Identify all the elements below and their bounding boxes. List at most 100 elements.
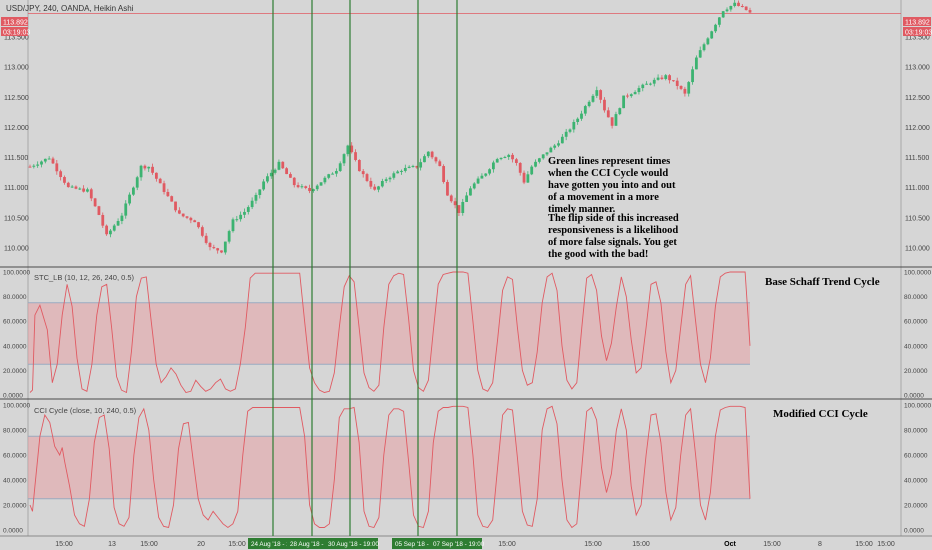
candle (545, 152, 549, 157)
candle (407, 165, 411, 169)
candle (691, 66, 694, 85)
candle (373, 184, 377, 191)
price-tick-right: 111.000 (905, 185, 929, 192)
candle (537, 157, 541, 164)
candle (518, 162, 522, 176)
cci-tick-left: 40.0000 (3, 478, 27, 485)
candle (55, 159, 59, 175)
candle (365, 172, 369, 183)
note-line-1: Green lines represent times (548, 156, 670, 167)
candle (591, 93, 595, 103)
price-tick-right: 112.000 (905, 125, 930, 132)
candle (740, 4, 744, 8)
stc-pane[interactable]: 100.0000 80.0000 60.0000 40.0000 20.0000 0.00… (3, 270, 931, 400)
symbol-title: USD/JPY, 240, OANDA, Heikin Ashi (6, 4, 134, 13)
candle (733, 0, 737, 8)
candle (599, 89, 603, 104)
candle (426, 151, 430, 158)
candle (672, 80, 675, 82)
candle (139, 164, 143, 181)
candle (262, 179, 266, 191)
time-tick: 15:00 (140, 541, 158, 548)
candle (380, 178, 384, 188)
candle (526, 171, 530, 183)
time-marker: 28 Aug '18 - 11 (287, 538, 339, 549)
svg-text:07 Sep '18 - 19:00: 07 Sep '18 - 19:00 (433, 541, 485, 548)
candle (323, 176, 327, 185)
candle (212, 244, 216, 250)
candle (70, 184, 74, 188)
cci-pane[interactable]: 100.0000 80.0000 60.0000 40.0000 20.0000 0.00… (3, 403, 931, 535)
candle (557, 140, 560, 148)
price-tick-right: 112.500 (905, 95, 930, 102)
candle (476, 176, 480, 184)
candle (78, 187, 82, 191)
candle (40, 160, 43, 168)
cci-tick-right: 40.0000 (904, 478, 928, 485)
candle (729, 5, 733, 12)
candle (423, 154, 426, 163)
candle (507, 153, 511, 160)
candle (315, 184, 319, 192)
candle (610, 117, 614, 129)
svg-text:30 Aug '18 - 19:00: 30 Aug '18 - 19:00 (328, 541, 379, 548)
price-tick-right: 110.000 (905, 245, 930, 252)
candle (101, 212, 105, 228)
candle (499, 157, 503, 161)
candle (189, 216, 193, 224)
candle (331, 172, 334, 175)
candle (197, 221, 200, 229)
candle (737, 0, 740, 7)
candle (361, 169, 365, 178)
candle (572, 119, 576, 133)
time-tick: 8 (818, 541, 822, 548)
price-tick-right: 111.500 (905, 155, 929, 162)
candle (419, 158, 423, 171)
price-left-axis: 110.000 110.500 111.000 111.500 112.000 112.5… (4, 35, 29, 253)
price-tick-left: 111.000 (4, 185, 28, 192)
price-pane[interactable]: 110.000 110.500 111.000 111.500 112.000 112.5… (1, 0, 932, 260)
cci-tick-right: 80.0000 (904, 428, 928, 435)
candle (457, 205, 461, 217)
candle (109, 229, 112, 238)
candle (143, 164, 147, 171)
candle (488, 168, 491, 176)
candle (227, 229, 231, 244)
candle (193, 219, 197, 223)
note-line-9: of more false signals. You get (548, 237, 677, 248)
candle (147, 166, 151, 172)
candle (120, 212, 124, 225)
time-tick: 15:00 (632, 541, 650, 548)
stc-band (28, 302, 750, 365)
candle (560, 134, 564, 144)
candle (269, 169, 273, 179)
candle (717, 16, 721, 28)
candle (281, 161, 285, 169)
last-price-label-right: 113.892 03:19:03 (903, 17, 932, 37)
candle (714, 23, 717, 34)
candle (453, 197, 457, 209)
candle (304, 185, 308, 190)
price-tick-left: 110.500 (4, 215, 29, 222)
note-line-4: of a movement in a more (548, 192, 659, 203)
time-tick: 15:00 (498, 541, 516, 548)
time-tick: 15:00 (763, 541, 781, 548)
countdown-right: 03:19:03 (905, 30, 932, 37)
stc-left-axis: 100.0000 80.0000 60.0000 40.0000 20.0000 0.00… (3, 270, 30, 400)
note-line-7: The flip side of this increased (548, 213, 679, 224)
candle (564, 128, 568, 141)
cci-tick-right: 0.0000 (904, 528, 924, 535)
candle (660, 75, 664, 81)
candle (641, 83, 645, 92)
candle (748, 7, 752, 14)
time-marker: 30 Aug '18 - 19:00 (325, 538, 379, 549)
annotation-note: Green lines represent times when the CCI… (548, 156, 679, 260)
stc-tick-left: 20.0000 (3, 368, 27, 375)
cci-tick-left: 100.0000 (3, 403, 30, 410)
candle (534, 159, 537, 168)
candle (645, 81, 648, 85)
candle (668, 74, 671, 84)
stc-tick-right: 60.0000 (904, 319, 928, 326)
candle (166, 188, 170, 197)
